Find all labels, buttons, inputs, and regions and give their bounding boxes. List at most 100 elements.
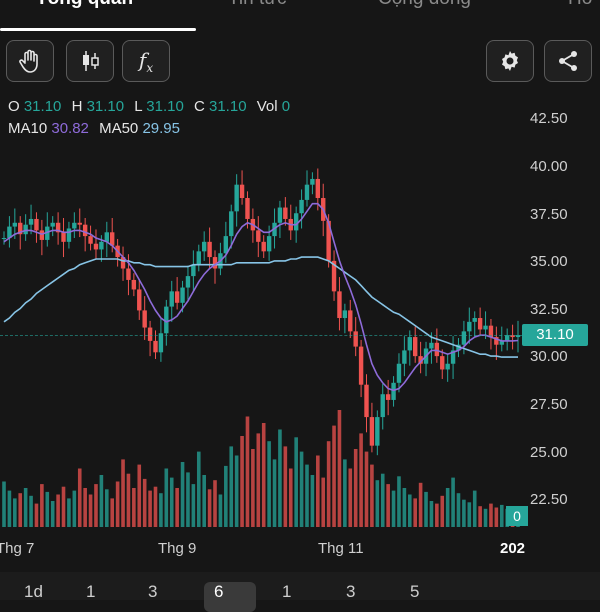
volume-bar xyxy=(494,507,499,527)
hand-icon xyxy=(19,49,38,73)
range-3y[interactable]: 3 xyxy=(346,582,356,601)
volume-bar xyxy=(50,501,55,527)
volume-bar xyxy=(83,488,87,527)
volume-bar xyxy=(261,423,266,527)
candle xyxy=(331,260,337,292)
ma10-label: MA10 xyxy=(8,120,48,137)
candle xyxy=(196,251,201,265)
range-6m[interactable]: 6 xyxy=(214,582,224,601)
candle xyxy=(7,226,12,239)
candle xyxy=(499,340,504,345)
ohlc-legend: O 31.10 H 31.10 L 31.10 C 31.10 Vol 0 xyxy=(8,98,296,115)
candle xyxy=(120,257,126,269)
tab-overview[interactable]: Tổng quan xyxy=(36,0,133,10)
candle xyxy=(169,291,174,307)
top-tabs: Tổng quan Tin tức Cộng đồng Hồ xyxy=(0,0,600,32)
drawing-mode-button[interactable] xyxy=(6,40,54,82)
candle xyxy=(440,356,445,370)
candle xyxy=(358,346,364,385)
volume-bar xyxy=(332,425,336,527)
candle xyxy=(256,230,261,242)
candle xyxy=(174,291,180,303)
volume-bar xyxy=(402,488,407,527)
range-1d[interactable]: 1d xyxy=(24,582,43,601)
settings-button[interactable] xyxy=(486,40,534,82)
volume-bar xyxy=(137,464,142,527)
volume-bar xyxy=(251,449,255,527)
high-value: 31.10 xyxy=(86,98,125,115)
candle xyxy=(77,222,82,225)
volume-bar xyxy=(288,468,293,527)
volume-bar xyxy=(23,488,28,527)
share-button[interactable] xyxy=(544,40,592,82)
open-label: O xyxy=(8,98,20,115)
ma-legend: MA10 30.82 MA50 29.95 xyxy=(8,120,180,137)
candle xyxy=(82,224,88,237)
candle xyxy=(456,344,461,351)
volume-bar xyxy=(456,493,461,527)
last-price-line xyxy=(0,335,522,336)
volume-bar xyxy=(224,465,228,527)
volume-bar xyxy=(359,433,363,527)
volume-bar xyxy=(169,477,174,527)
candle xyxy=(12,222,18,227)
candle xyxy=(461,331,467,345)
volume-bar xyxy=(337,410,342,527)
ma50-line xyxy=(3,256,518,358)
volume-bar xyxy=(159,493,163,527)
last-price-tag: 31.10 xyxy=(522,324,588,346)
x-tick-label: Thg 7 xyxy=(0,540,35,557)
volume-bar xyxy=(299,451,304,527)
tab-news[interactable]: Tin tức xyxy=(228,0,286,10)
volume-bar xyxy=(370,464,374,527)
ma50-label: MA50 xyxy=(99,120,139,137)
low-label: L xyxy=(134,98,143,115)
low-value: 31.10 xyxy=(146,98,184,115)
range-3m[interactable]: 3 xyxy=(148,582,158,601)
candle xyxy=(223,236,229,254)
candle xyxy=(429,342,434,349)
candle xyxy=(93,243,99,250)
tab-active-indicator xyxy=(0,28,196,31)
candle xyxy=(293,213,299,231)
candle xyxy=(61,232,66,242)
candle xyxy=(142,310,147,328)
chart-type-button[interactable] xyxy=(66,40,114,82)
volume-bar xyxy=(380,473,385,527)
volume-bar xyxy=(207,489,212,527)
volume-bar xyxy=(196,451,201,527)
volume-bar xyxy=(478,506,482,527)
volume-bar xyxy=(229,446,234,527)
volume-bar xyxy=(278,429,282,527)
candle xyxy=(39,230,45,240)
range-1w[interactable]: 1 xyxy=(86,582,96,601)
volume-bar xyxy=(429,501,434,527)
indicators-button[interactable]: fx xyxy=(122,40,170,82)
tab-profile[interactable]: Hồ xyxy=(568,0,592,10)
volume-bar xyxy=(77,468,82,527)
price-chart[interactable] xyxy=(0,90,600,530)
volume-bar xyxy=(343,459,347,527)
last-volume-tag: 0 xyxy=(506,506,528,526)
y-tick-label: 32.50 xyxy=(530,301,568,318)
volume-bar xyxy=(7,490,12,527)
volume-bar xyxy=(445,488,450,527)
volume-bar xyxy=(105,489,109,527)
candle xyxy=(229,211,234,237)
candle xyxy=(1,238,7,240)
candle xyxy=(434,342,440,357)
volume-bar xyxy=(283,446,288,527)
candle xyxy=(207,241,212,258)
range-1y[interactable]: 1 xyxy=(282,582,292,601)
candle xyxy=(445,363,450,370)
candle xyxy=(342,310,348,319)
range-5y[interactable]: 5 xyxy=(410,582,420,601)
y-tick-label: 22.50 xyxy=(530,491,568,508)
volume-bar xyxy=(2,481,6,527)
volume-bar xyxy=(240,436,244,527)
volume-bar xyxy=(99,475,104,527)
tab-community[interactable]: Cộng đồng xyxy=(378,0,471,10)
volume-bar xyxy=(472,490,477,527)
candle xyxy=(304,184,310,200)
candle xyxy=(450,350,456,364)
